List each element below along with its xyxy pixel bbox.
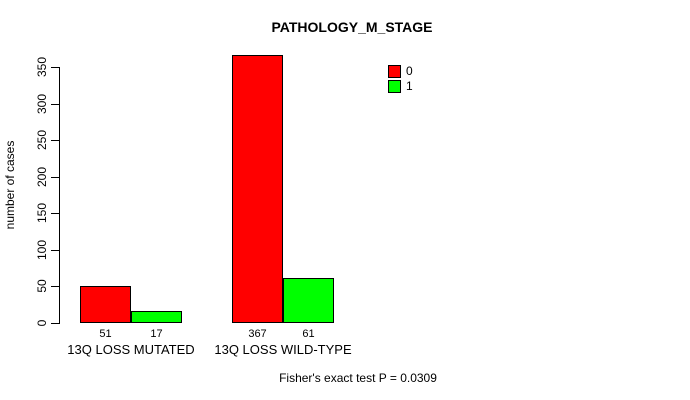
y-tick-mark — [51, 103, 59, 105]
bar-1-0 — [131, 310, 182, 323]
footnote-pvalue: Fisher's exact test P = 0.0309 — [279, 371, 437, 385]
legend-entry-0: 0 — [388, 64, 413, 78]
y-tick-mark — [51, 286, 59, 288]
legend: 0 1 — [388, 64, 413, 93]
category-label: 13Q LOSS WILD-TYPE — [214, 342, 352, 357]
y-tick-label: 300 — [35, 93, 49, 114]
y-tick-mark — [51, 323, 59, 324]
y-tick-mark — [51, 176, 59, 178]
y-tick-label: 150 — [35, 203, 49, 224]
y-tick-mark — [51, 249, 59, 251]
y-tick-label: 200 — [35, 166, 49, 187]
y-tick-label: 50 — [35, 279, 49, 294]
legend-swatch-green — [388, 79, 401, 93]
y-axis-label: number of cases — [3, 140, 17, 230]
y-tick-label: 250 — [35, 130, 49, 151]
bar-1-1 — [283, 278, 334, 323]
bar-0-1 — [232, 54, 283, 323]
y-tick-label: 0 — [35, 319, 49, 327]
chart-title: PATHOLOGY_M_STAGE — [271, 19, 433, 35]
bar-value-label: 367 — [248, 328, 267, 340]
legend-label-0: 0 — [406, 64, 413, 78]
legend-entry-1: 1 — [388, 79, 413, 93]
y-tick-label: 100 — [35, 239, 49, 260]
bar-value-label: 51 — [99, 328, 112, 340]
y-tick-label: 350 — [35, 56, 49, 78]
bar-value-label: 17 — [150, 328, 163, 340]
bar-0-0 — [80, 285, 131, 323]
category-label: 13Q LOSS MUTATED — [67, 342, 195, 357]
y-axis-line — [59, 67, 60, 324]
y-tick-mark — [51, 213, 59, 215]
y-tick-mark — [51, 67, 59, 68]
legend-swatch-red — [388, 64, 401, 78]
y-tick-mark — [51, 140, 59, 142]
legend-label-1: 1 — [406, 79, 413, 93]
bar-value-label: 61 — [302, 328, 315, 340]
